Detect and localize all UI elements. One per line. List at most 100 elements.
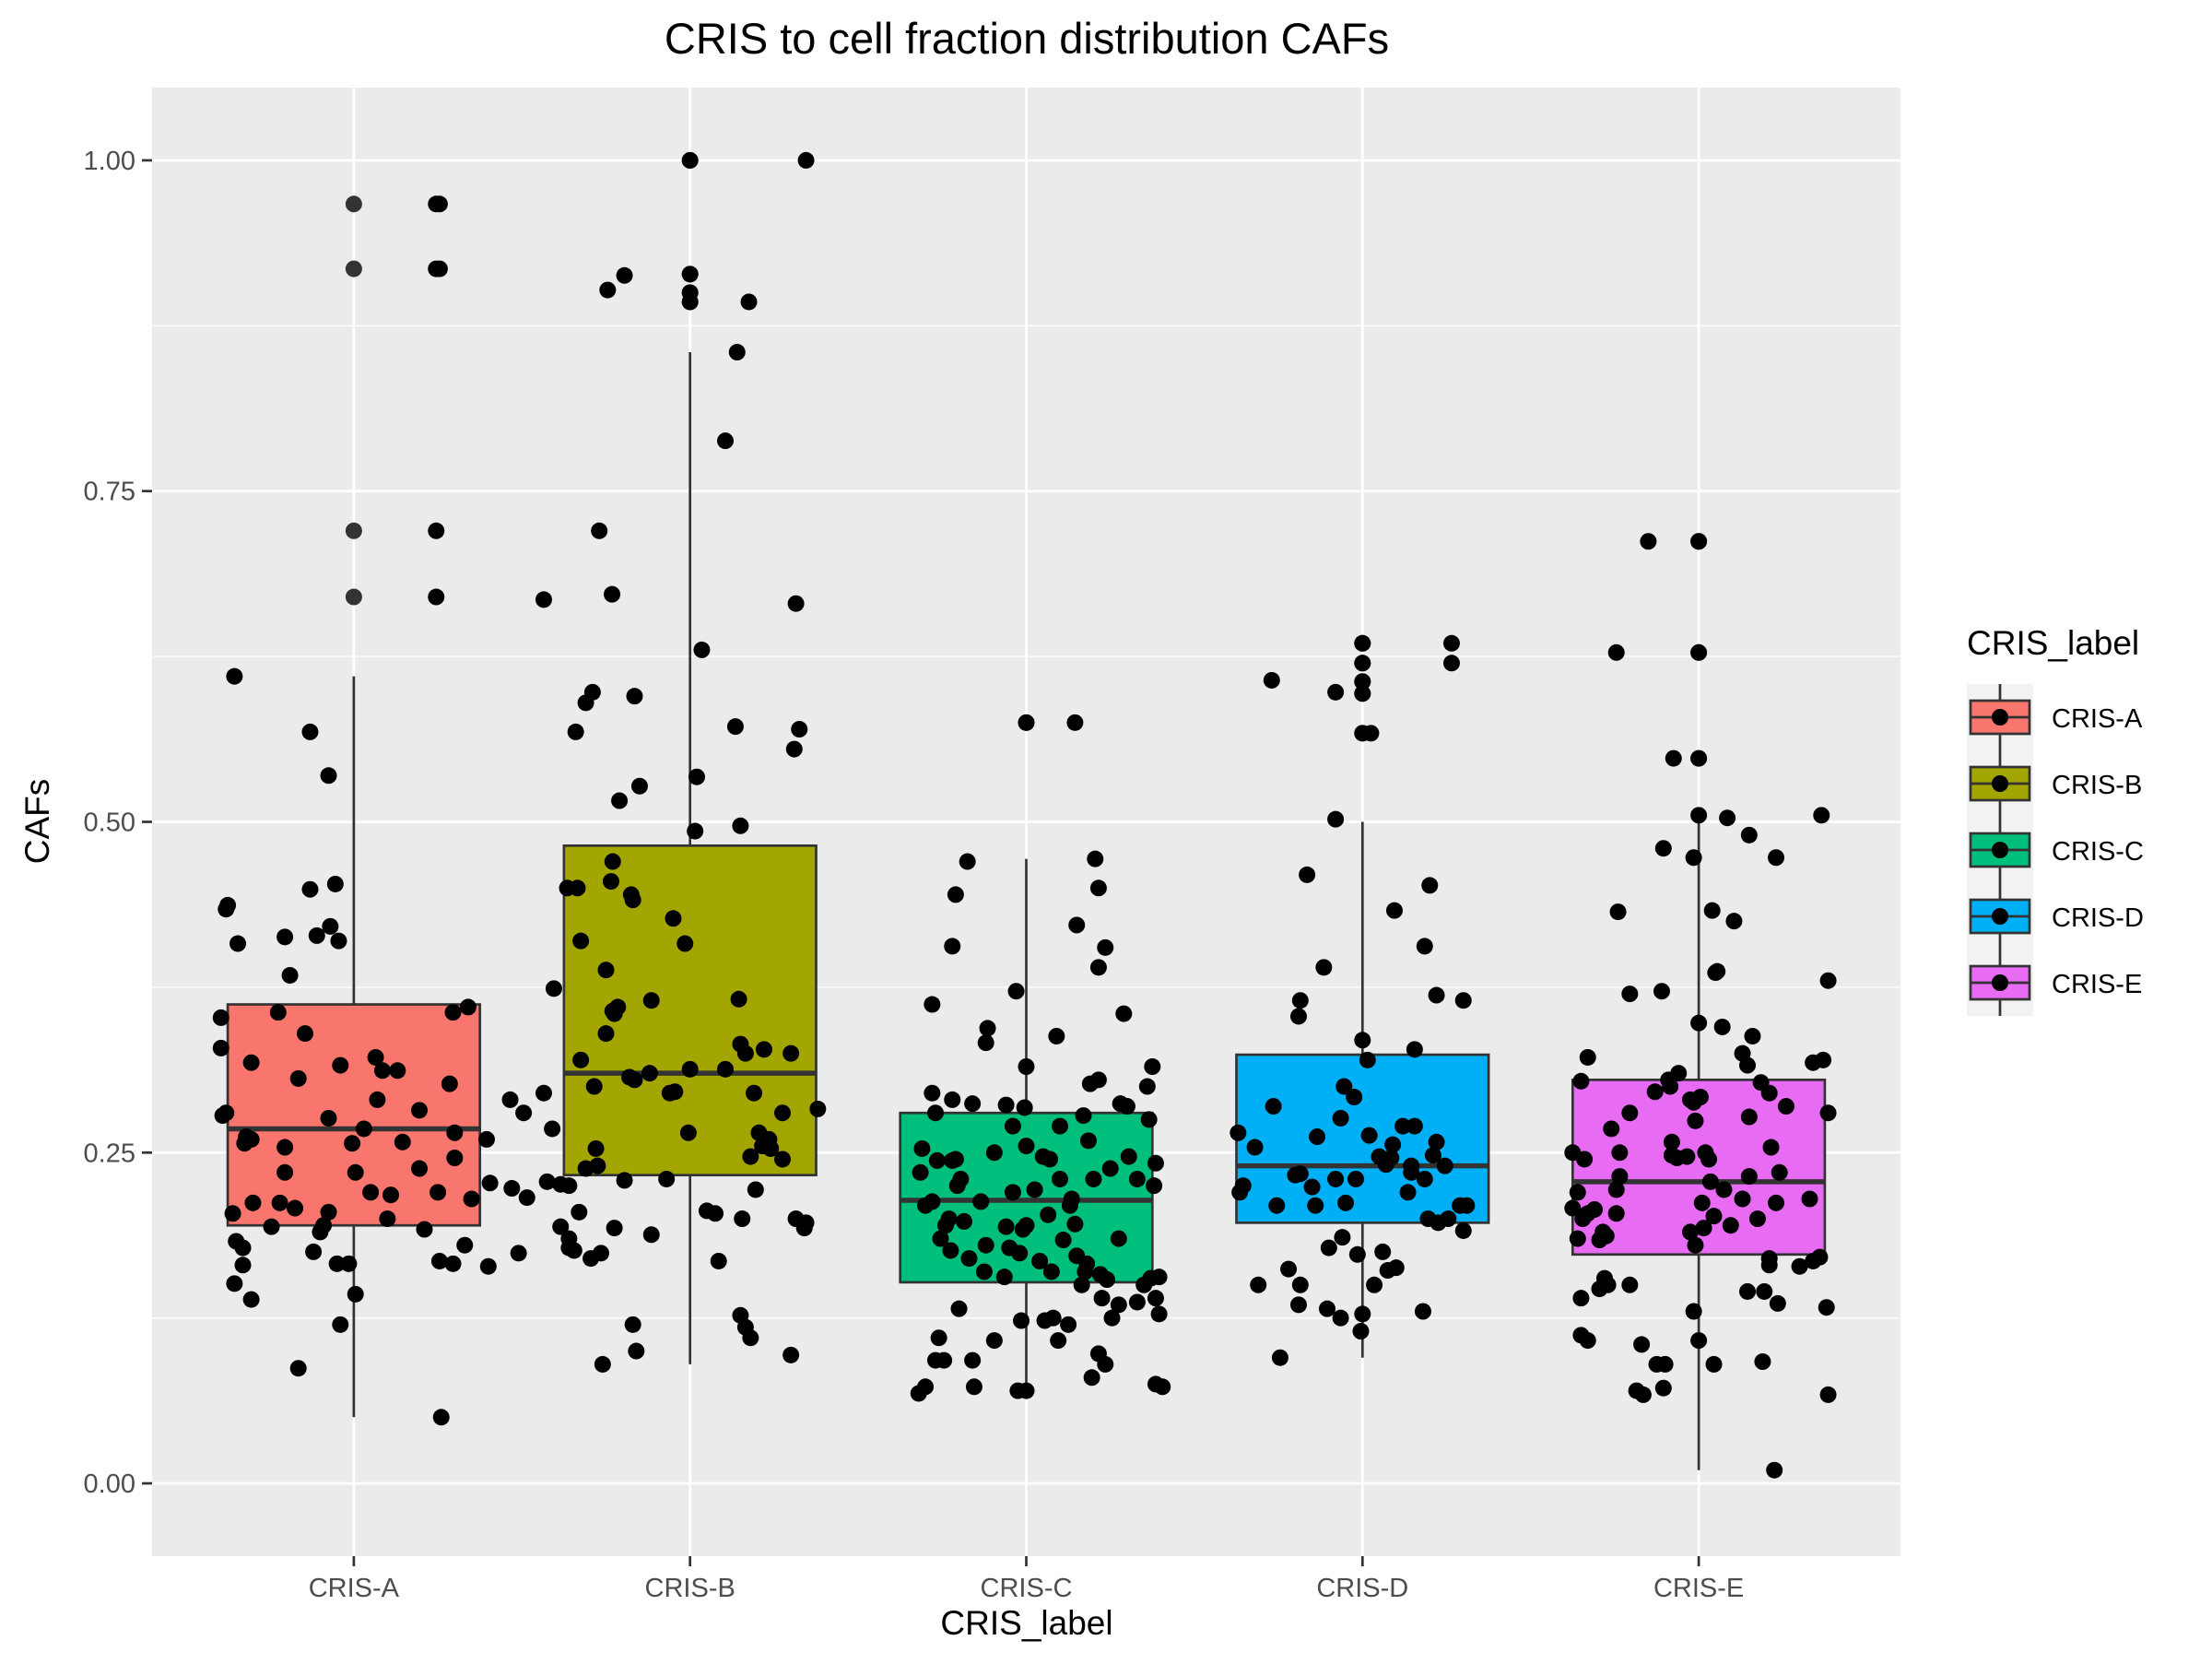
x-tick-label: CRIS-D [1316,1574,1408,1603]
data-point [320,1203,337,1221]
data-point [312,1223,329,1241]
data-point [1034,1148,1052,1165]
data-point [1713,1018,1731,1035]
data-point [1428,986,1445,1004]
data-point [1791,1257,1808,1275]
data-point [944,938,961,955]
data-point [560,1177,578,1195]
data-point [1458,1197,1476,1214]
data-point [956,1212,973,1230]
data-point [229,935,247,952]
data-point [411,1102,429,1119]
data-point [501,1091,519,1108]
data-point [1766,1461,1783,1479]
data-point [965,1378,982,1396]
data-point [1077,1263,1094,1280]
data-point [665,910,682,927]
data-point [1073,1276,1090,1293]
data-point [441,1075,458,1092]
data-point [1128,1170,1146,1187]
data-point [242,1291,260,1308]
data-point [1118,1098,1135,1115]
data-point [242,1054,260,1071]
data-point [1097,1355,1114,1373]
data-point [1819,972,1837,989]
data-point [296,1025,313,1043]
data-point [1042,1263,1060,1280]
legend-key-point [1992,974,2008,991]
data-point [1719,809,1736,827]
data-point [1394,1117,1412,1135]
data-point [591,522,608,539]
data-point [379,1210,396,1228]
data-point [347,1285,364,1303]
data-point [1607,643,1625,661]
outlier-point [345,195,362,213]
data-point [271,1194,288,1211]
data-point [1120,1148,1137,1165]
data-point [545,980,562,997]
data-point [791,721,808,738]
data-point [1060,1316,1077,1333]
data-point [572,932,590,950]
data-point [287,1199,304,1217]
data-point [1332,1109,1349,1127]
data-point [1740,1108,1758,1126]
data-point [1271,1349,1288,1366]
data-point [1150,1305,1168,1323]
data-point [1416,1170,1433,1187]
data-point [616,266,633,284]
data-point [1346,1089,1363,1106]
data-point [1744,1027,1761,1044]
data-point [688,768,705,785]
legend-label: CRIS-C [2052,837,2144,867]
data-point [997,1096,1015,1114]
data-point [734,1210,751,1228]
data-point [746,1084,763,1102]
legend-label: CRIS-A [2052,704,2143,734]
data-point [1687,1112,1704,1129]
data-point [394,1133,411,1151]
data-points [212,151,1837,1479]
data-point [1337,1194,1355,1211]
data-point [1579,1048,1596,1066]
data-point [1424,1147,1441,1164]
data-point [552,1218,570,1235]
data-point [1066,714,1084,731]
data-point [1690,643,1708,661]
data-point [1319,1300,1336,1317]
data-point [597,962,615,979]
data-point [1690,749,1708,767]
data-point [305,1243,323,1260]
data-point [1440,1210,1457,1228]
data-point [242,1130,260,1148]
data-point [320,767,337,785]
data-point [942,1242,959,1259]
data-point [728,344,746,361]
data-point [716,1060,734,1078]
data-point [1569,1230,1586,1247]
data-point [1083,1369,1100,1387]
data-point [263,1218,280,1235]
data-point [416,1221,433,1238]
data-point [1621,985,1639,1003]
data-point [1693,1194,1711,1211]
x-axis-title: CRIS_label [940,1604,1112,1642]
data-point [1685,849,1702,867]
data-point [1018,1058,1035,1075]
legend-key-point [1992,908,2008,925]
data-point [226,667,243,685]
data-point [1579,1332,1596,1350]
data-point [463,1190,480,1208]
data-point [782,1044,800,1062]
data-point [1018,1138,1035,1155]
data-point [602,873,619,891]
data-point [1654,840,1672,857]
data-point [1075,1107,1092,1125]
data-point [1663,1133,1680,1151]
data-point [1591,1280,1608,1298]
data-point [1354,673,1371,690]
x-tick-label: CRIS-A [309,1574,400,1603]
data-point [1690,1332,1708,1350]
